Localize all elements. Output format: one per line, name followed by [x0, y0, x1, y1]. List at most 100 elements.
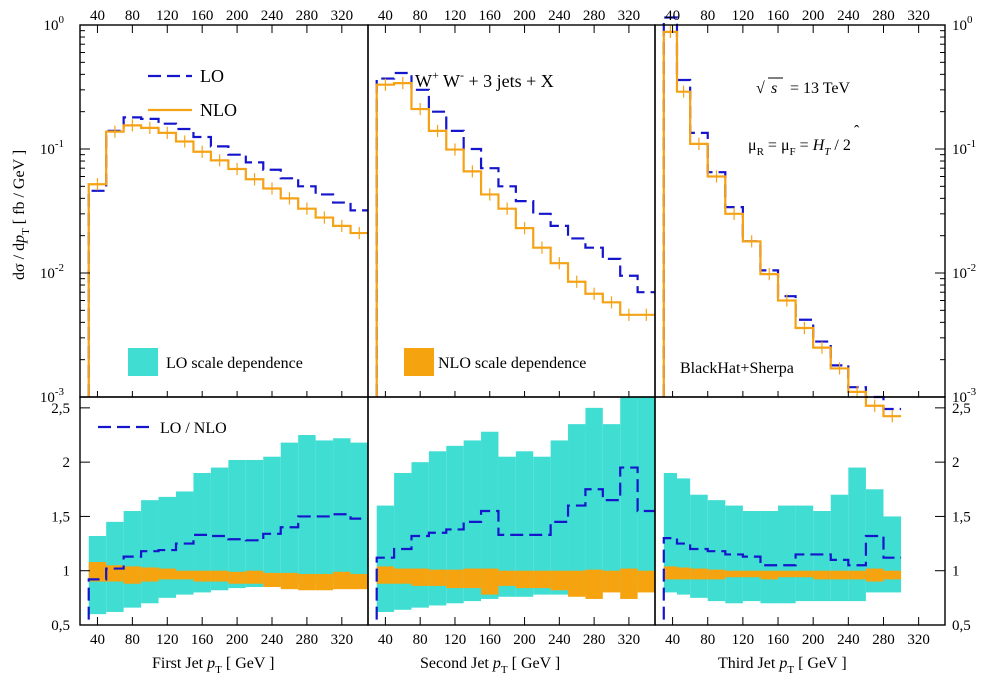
- x-tick-label-bottom: 160: [479, 632, 502, 648]
- nlo-scale-band-bin: [411, 568, 429, 586]
- legend-nlo: NLO: [148, 100, 237, 120]
- lo-scale-band-bin: [676, 478, 691, 595]
- x-tick-label-bottom: 80: [700, 632, 715, 648]
- nlo-scale-band-bin: [690, 568, 708, 580]
- nlo-scale-band-bin: [245, 570, 264, 584]
- lo-scale-band-bin: [865, 489, 884, 593]
- x-tick-label-bottom: 280: [583, 632, 606, 648]
- x-tick-label-bottom: 320: [331, 632, 354, 648]
- nlo-scale-swatch: [404, 348, 434, 376]
- nlo-scale-band-bin: [394, 568, 412, 584]
- x-tick-label-top: 160: [191, 8, 214, 24]
- x-tick-label-bottom: 240: [261, 632, 284, 648]
- legend-lo-scale: LO scale dependence: [128, 348, 303, 376]
- lo-scale-band-bin: [848, 467, 866, 602]
- lo-distribution-line: [662, 16, 902, 411]
- ratio-y-tick-label-right: 1: [952, 564, 960, 580]
- nlo-scale-band-bin: [210, 570, 229, 582]
- x-tick-label-top: 320: [331, 8, 354, 24]
- legend-nlo-scale: NLO scale dependence: [404, 348, 586, 376]
- nlo-scale-band-bin: [298, 573, 316, 591]
- nlo-scale-band-bin: [725, 570, 743, 578]
- lo-scale-band-bin: [637, 397, 655, 591]
- nlo-scale-band-bin: [350, 573, 368, 590]
- nlo-scale-band-bin: [376, 566, 395, 584]
- x-tick-label-bottom: 280: [296, 632, 319, 648]
- ratio-bands-layer: [88, 397, 902, 615]
- scale-label: μR = μF = HT / 2 ˆ: [748, 123, 860, 158]
- nlo-scale-band-bin: [158, 568, 176, 580]
- ratio-y-tick-label-left: 0,5: [51, 618, 70, 634]
- y-tick-label-left: 10-1: [40, 138, 64, 158]
- lo-scale-band-bin: [350, 442, 368, 582]
- lo-scale-band-bin: [158, 496, 176, 598]
- ratio-y-tick-label-right: 2: [952, 455, 960, 471]
- lo-scale-band-bin: [725, 505, 743, 604]
- lo-scale-band-bin: [778, 505, 796, 604]
- xlabel-first: First Jet pT [ GeV ]: [152, 655, 274, 675]
- legend-ratio-label: LO / NLO: [160, 420, 227, 437]
- lo-scale-band-bin: [515, 451, 534, 597]
- x-tick-label-top: 240: [837, 8, 860, 24]
- nlo-scale-band-bin: [813, 570, 831, 580]
- x-tick-label-top: 80: [413, 8, 428, 24]
- lo-scale-band-bin: [228, 459, 246, 589]
- nlo-scale-band-bin: [176, 570, 194, 580]
- xlabel-third: Third Jet pT [ GeV ]: [718, 655, 847, 675]
- ylabel: dσ / dpT [ fb / GeV ]: [11, 150, 32, 280]
- x-tick-label-bottom: 40: [90, 632, 105, 648]
- lo-scale-band-bin: [394, 473, 412, 610]
- lo-scale-band-bin: [263, 456, 281, 586]
- x-tick-label-top: 200: [226, 8, 249, 24]
- lo-nlo-ratio-line: [662, 534, 902, 620]
- nlo-scale-band-bin: [620, 568, 638, 599]
- nlo-scale-band-bin: [263, 572, 281, 587]
- nlo-scale-band-bin: [550, 570, 569, 591]
- x-tick-label-bottom: 240: [548, 632, 571, 648]
- nlo-scale-band-bin: [830, 570, 849, 580]
- lo-distribution-line: [375, 71, 655, 397]
- lo-scale-swatch: [128, 348, 158, 376]
- axis-ticks-layer: 4040808012012016016020020024024028028032…: [40, 8, 977, 648]
- y-tick-label-left: 100: [44, 14, 65, 34]
- lo-scale-band-bin: [298, 435, 316, 584]
- lo-scale-band-bin: [742, 511, 761, 602]
- lo-scale-band-bin: [210, 467, 229, 591]
- nlo-scale-band-bin: [193, 570, 211, 582]
- panel-frames-layer: [79, 24, 946, 626]
- lo-nlo-ratio-line: [375, 466, 655, 620]
- nlo-scale-band-bin: [707, 569, 726, 580]
- nlo-scale-band-bin: [883, 570, 902, 580]
- x-tick-label-top: 80: [125, 8, 140, 24]
- lo-scale-band-bin: [620, 397, 638, 591]
- x-tick-label-bottom: 80: [125, 632, 140, 648]
- x-tick-label-bottom: 240: [837, 632, 860, 648]
- generator-label: BlackHat+Sherpa: [680, 360, 794, 377]
- lo-scale-band-bin: [533, 456, 551, 595]
- x-tick-label-top: 160: [479, 8, 502, 24]
- x-tick-label-top: 160: [767, 8, 790, 24]
- nlo-scale-band-bin: [602, 570, 621, 593]
- lo-scale-band-bin: [193, 473, 211, 593]
- lo-nlo-ratio-line: [87, 513, 368, 620]
- x-tick-label-bottom: 40: [378, 632, 393, 648]
- x-tick-label-bottom: 160: [191, 632, 214, 648]
- x-tick-label-top: 40: [90, 8, 105, 24]
- nlo-scale-band-bin: [88, 562, 107, 582]
- y-tick-label-right: 10-2: [952, 262, 976, 282]
- nlo-scale-band-bin: [663, 566, 677, 580]
- lo-scale-band-bin: [690, 494, 708, 598]
- process-label: W+ W- + 3 jets + X: [415, 68, 554, 91]
- x-tick-label-bottom: 120: [156, 632, 179, 648]
- energy-s: s: [771, 80, 777, 97]
- x-tick-label-top: 280: [583, 8, 606, 24]
- ratio-y-tick-label-right: 1,5: [952, 509, 971, 525]
- lo-scale-band-bin: [883, 516, 902, 593]
- lo-scale-band-bin: [830, 494, 849, 602]
- x-tick-label-bottom: 160: [767, 632, 790, 648]
- x-tick-label-bottom: 320: [618, 632, 641, 648]
- legend-nlo-label: NLO: [200, 100, 237, 120]
- x-tick-label-top: 280: [296, 8, 319, 24]
- nlo-scale-band-bin: [123, 566, 142, 584]
